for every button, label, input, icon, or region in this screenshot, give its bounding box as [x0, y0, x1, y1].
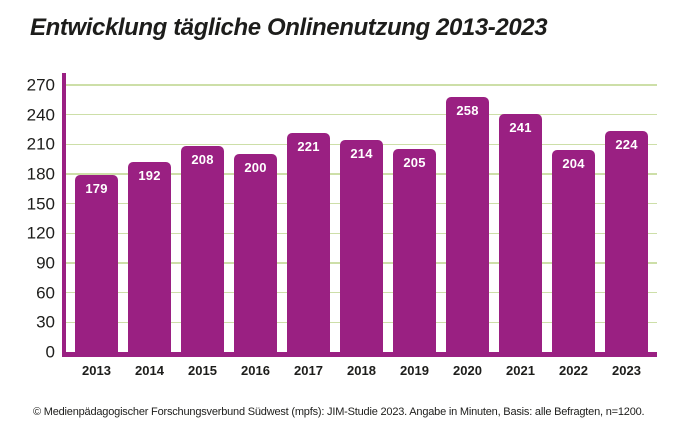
y-tick-label-120: 120 [26, 223, 55, 243]
bar-value-label-2022: 204 [562, 156, 585, 172]
bar-value-label-2023: 224 [615, 136, 638, 152]
x-tick-label-2021: 2021 [506, 363, 535, 378]
bar-value-label-2020: 258 [456, 102, 479, 118]
y-tick-label-240: 240 [26, 105, 55, 125]
x-tick-label-2022: 2022 [559, 363, 588, 378]
source-note: © Medienpädagogischer Forschungsverbund … [33, 406, 645, 418]
y-tick-label-210: 210 [26, 134, 55, 154]
gridline-240 [66, 113, 657, 116]
x-tick-label-2018: 2018 [347, 363, 376, 378]
bar-2016: 200 [234, 154, 277, 352]
bar-2017: 221 [287, 133, 330, 352]
bar-2022: 204 [552, 150, 595, 352]
bar-value-label-2015: 208 [191, 152, 214, 168]
bar-2023: 224 [605, 130, 648, 352]
x-tick-label-2013: 2013 [82, 363, 111, 378]
x-tick-label-2016: 2016 [241, 363, 270, 378]
plot-area: 179 192 208 200 221 214 205 258 241 204 224 0 30 60 9… [27, 73, 657, 361]
y-tick-label-0: 0 [45, 342, 55, 362]
x-tick-label-2015: 2015 [188, 363, 217, 378]
x-axis-labels: 2013 2014 2015 2016 2017 2018 2019 2020 2021 2022… [75, 363, 648, 378]
chart-title: Entwicklung tägliche Onlinenutzung 2013-… [30, 14, 548, 41]
bar-value-label-2013: 179 [85, 181, 108, 196]
bar-2015: 208 [181, 146, 224, 352]
bar-value-label-2018: 214 [350, 146, 373, 162]
bar-value-label-2021: 241 [509, 119, 532, 135]
bar-2021: 241 [499, 113, 542, 352]
y-tick-label-150: 150 [26, 194, 55, 214]
x-tick-label-2023: 2023 [612, 363, 641, 378]
y-tick-label-270: 270 [26, 75, 55, 95]
bar-2013: 179 [75, 175, 118, 352]
bar-2019: 205 [393, 149, 436, 352]
bar-value-label-2014: 192 [138, 168, 161, 184]
x-tick-label-2020: 2020 [453, 363, 482, 378]
x-axis-line [62, 352, 657, 357]
y-tick-label-180: 180 [26, 164, 55, 184]
bar-2020: 258 [446, 96, 489, 352]
bar-2014: 192 [128, 162, 171, 352]
x-tick-label-2017: 2017 [294, 363, 323, 378]
y-axis-line [62, 73, 66, 357]
gridline-270 [66, 84, 657, 86]
y-tick-label-60: 60 [36, 283, 55, 303]
bar-2018: 214 [340, 140, 383, 352]
bars-group: 179 192 208 200 221 214 205 258 241 204 224 [75, 96, 648, 352]
x-tick-label-2014: 2014 [135, 363, 164, 378]
x-tick-label-2019: 2019 [400, 363, 429, 378]
bar-value-label-2016: 200 [244, 160, 267, 176]
y-tick-label-30: 30 [36, 312, 55, 332]
y-tick-label-90: 90 [36, 253, 55, 273]
bar-value-label-2017: 221 [297, 139, 320, 155]
bar-value-label-2019: 205 [403, 155, 426, 171]
